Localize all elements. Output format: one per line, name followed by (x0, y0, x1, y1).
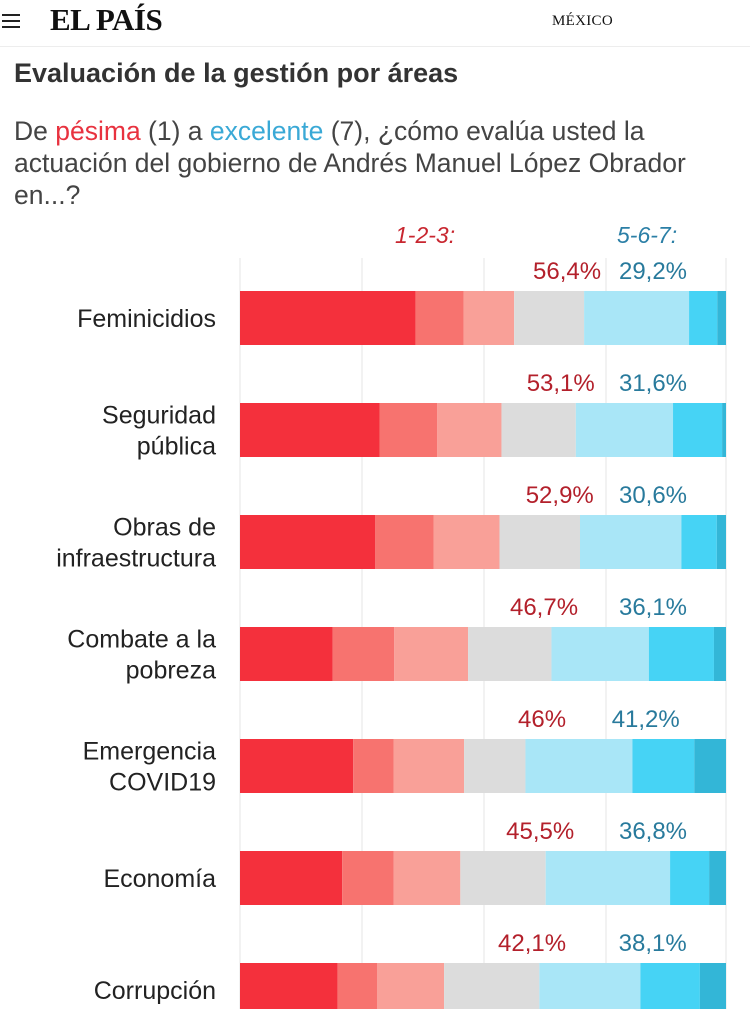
positive-total-label: 31,6% (619, 370, 687, 397)
question-part-3: (7), ¿cómo evalúa usted la actuación del… (14, 116, 686, 210)
bar-segment-2-6 (681, 515, 717, 569)
bar-segment-2-2 (375, 515, 434, 569)
category-label: infraestructura (56, 545, 216, 573)
chart-title: Evaluación de la gestión por áreas (14, 58, 459, 88)
positive-total-label: 41,2% (612, 706, 680, 733)
bar-segment-2-3 (433, 515, 500, 569)
positive-total-label: 36,1% (619, 594, 687, 621)
negative-total-label: 52,9% (526, 482, 594, 509)
bar-segment-4-2 (353, 739, 394, 793)
bar-segment-5-7 (709, 851, 726, 905)
negative-total-label: 53,1% (527, 370, 595, 397)
question-positive-word: excelente (209, 116, 324, 146)
bar-segment-6-5 (539, 963, 641, 1009)
bar-segment-3-5 (551, 627, 649, 681)
category-label: Obras de (113, 514, 216, 542)
positive-total-label: 30,6% (619, 482, 687, 509)
hamburger-menu-icon[interactable] (2, 14, 22, 28)
bar-segment-2-1 (240, 515, 376, 569)
legend-positive: 5-6-7: (617, 222, 678, 248)
bar-segment-6-3 (377, 963, 445, 1009)
bar-segment-6-6 (640, 963, 700, 1009)
bar-segment-1-1 (240, 403, 380, 457)
bar-segment-5-4 (460, 851, 546, 905)
bar-segment-1-2 (379, 403, 438, 457)
bar-segment-0-5 (584, 291, 690, 345)
question-part-1: De (14, 116, 56, 146)
negative-total-label: 45,5% (506, 818, 574, 845)
negative-total-label: 46% (518, 706, 566, 733)
bar-segment-3-7 (713, 627, 726, 681)
category-label: Economía (103, 865, 216, 893)
bar-segment-6-4 (444, 963, 540, 1009)
positive-total-label: 36,8% (619, 818, 687, 845)
bar-segment-0-7 (717, 291, 726, 345)
bar-segment-2-7 (716, 515, 726, 569)
bar-segment-5-2 (342, 851, 394, 905)
category-label: Feminicidios (77, 305, 216, 333)
negative-total-label: 46,7% (510, 594, 578, 621)
bar-segment-3-4 (468, 627, 552, 681)
category-label: COVID19 (109, 769, 216, 797)
bar-segment-4-5 (525, 739, 633, 793)
bar-segment-4-4 (464, 739, 526, 793)
question-negative-word: pésima (55, 116, 141, 146)
bar-segment-5-5 (545, 851, 671, 905)
category-label: Seguridad (102, 402, 216, 430)
edition-selector[interactable]: MÉXICO (552, 13, 613, 29)
bar-segment-6-1 (240, 963, 338, 1009)
negative-total-label: 42,1% (498, 930, 566, 957)
bar-segment-2-5 (580, 515, 682, 569)
bar-segment-6-2 (337, 963, 378, 1009)
bar-segment-0-2 (415, 291, 464, 345)
bar-segment-4-3 (393, 739, 465, 793)
category-label: pobreza (126, 657, 216, 685)
bar-segment-3-3 (394, 627, 469, 681)
question-part-2: (1) a (140, 116, 210, 146)
bar-segment-5-1 (240, 851, 343, 905)
positive-total-label: 38,1% (619, 930, 687, 957)
bar-segment-3-6 (648, 627, 714, 681)
bar-segment-6-7 (699, 963, 726, 1009)
bar-segment-4-1 (240, 739, 354, 793)
bar-segment-5-6 (670, 851, 710, 905)
bar-segment-1-3 (437, 403, 502, 457)
legend-negative: 1-2-3: (395, 222, 456, 248)
category-label: Corrupción (94, 977, 216, 1005)
category-label: pública (137, 433, 216, 461)
bar-segment-4-6 (632, 739, 695, 793)
bar-segment-1-5 (575, 403, 674, 457)
positive-total-label: 29,2% (619, 258, 687, 285)
bar-segment-1-4 (501, 403, 576, 457)
bar-segment-1-6 (673, 403, 723, 457)
category-label: Emergencia (83, 738, 216, 766)
category-label: Combate a la (67, 626, 216, 654)
bar-segment-0-3 (463, 291, 515, 345)
negative-total-label: 56,4% (533, 258, 601, 285)
site-logo[interactable]: EL PAÍS (50, 2, 163, 37)
bar-segment-2-4 (499, 515, 581, 569)
bar-segment-5-3 (393, 851, 461, 905)
bar-segment-0-1 (240, 291, 416, 345)
bar-segment-3-2 (332, 627, 395, 681)
survey-question: De pésima (1) a excelente (7), ¿cómo eva… (14, 115, 739, 211)
bar-segment-0-4 (514, 291, 585, 345)
bar-segment-0-6 (689, 291, 718, 345)
bar-segment-4-7 (694, 739, 726, 793)
top-bar: EL PAÍS MÉXICO (0, 0, 750, 47)
bar-segment-1-7 (722, 403, 726, 457)
bar-segment-3-1 (240, 627, 333, 681)
